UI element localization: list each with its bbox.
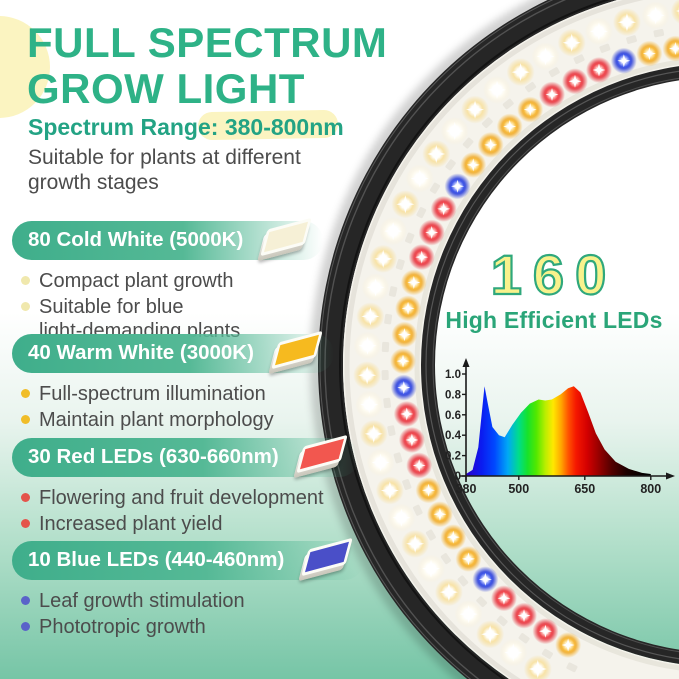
led-count-caption: High Efficient LEDs bbox=[445, 307, 663, 333]
page-title: FULL SPECTRUM GROW LIGHT bbox=[27, 19, 388, 113]
bullet-dot bbox=[21, 622, 30, 632]
svg-text:0.8: 0.8 bbox=[445, 389, 462, 401]
feature-bullet: Leaf growth stimulation bbox=[21, 590, 432, 613]
feature-badge: 10 Blue LEDs (440-460nm) bbox=[12, 537, 365, 582]
svg-text:1.0: 1.0 bbox=[445, 369, 461, 381]
bullet-dot bbox=[21, 415, 30, 425]
bullet-dot bbox=[21, 596, 30, 605]
feature-badge: 80 Cold White (5000K) bbox=[12, 217, 324, 262]
feature-bullet: Increased plant yield bbox=[21, 513, 432, 536]
feature-bullet: Flowering and fruit development bbox=[21, 487, 432, 510]
svg-text:800: 800 bbox=[640, 482, 661, 496]
feature-badge-label: 80 Cold White (5000K) bbox=[28, 228, 244, 251]
feature-red-leds: 30 Red LEDs (630-660nm) Flowering and fr… bbox=[12, 434, 432, 537]
feature-badge: 40 Warm White (3000K) bbox=[12, 330, 334, 375]
bullet-dot bbox=[21, 493, 30, 502]
feature-bullet: Compact plant growth bbox=[21, 270, 432, 293]
warm-white-led-chip-icon bbox=[266, 330, 323, 375]
led-count-number: 160 bbox=[490, 243, 618, 306]
feature-warm-white: 40 Warm White (3000K) Full-spectrum illu… bbox=[12, 330, 432, 433]
feature-bullet: Phototropic growth bbox=[21, 616, 432, 639]
feature-bullet: Full-spectrum illumination bbox=[21, 383, 432, 406]
spectrum-range-subtitle: Spectrum Range: 380-800nm bbox=[28, 114, 344, 140]
red-led-chip-icon bbox=[291, 434, 348, 479]
svg-text:650: 650 bbox=[574, 482, 595, 496]
bullet-dot bbox=[21, 276, 30, 285]
feature-bullet: Maintain plant morphology bbox=[21, 409, 432, 432]
feature-badge-label: 30 Red LEDs (630-660nm) bbox=[28, 445, 279, 468]
feature-badge-label: 10 Blue LEDs (440-460nm) bbox=[28, 548, 285, 571]
feature-blue-leds: 10 Blue LEDs (440-460nm) Leaf growth sti… bbox=[12, 537, 432, 640]
feature-cold-white: 80 Cold White (5000K) Compact plant grow… bbox=[12, 217, 432, 343]
blue-led-chip-icon bbox=[296, 537, 354, 582]
svg-text:380: 380 bbox=[456, 482, 477, 496]
description-text: Suitable for plants at different growth … bbox=[28, 146, 301, 194]
led-count-block: 160 High Efficient LEDs bbox=[428, 243, 679, 334]
svg-text:500: 500 bbox=[508, 482, 529, 496]
svg-text:0.2: 0.2 bbox=[445, 451, 461, 463]
svg-text:0.4: 0.4 bbox=[445, 430, 462, 442]
spectrum-chart: 0 0.2 0.4 0.6 0.8 1.0 380 500 650 800 bbox=[445, 358, 675, 496]
feature-badge-label: 40 Warm White (3000K) bbox=[28, 341, 254, 364]
svg-text:0: 0 bbox=[455, 471, 461, 483]
cold-white-led-chip-icon bbox=[255, 217, 313, 262]
feature-badge: 30 Red LEDs (630-660nm) bbox=[12, 434, 359, 479]
bullet-dot bbox=[21, 302, 30, 312]
bullet-dot bbox=[21, 519, 30, 529]
svg-text:0.6: 0.6 bbox=[445, 410, 461, 422]
bullet-dot bbox=[21, 389, 30, 398]
